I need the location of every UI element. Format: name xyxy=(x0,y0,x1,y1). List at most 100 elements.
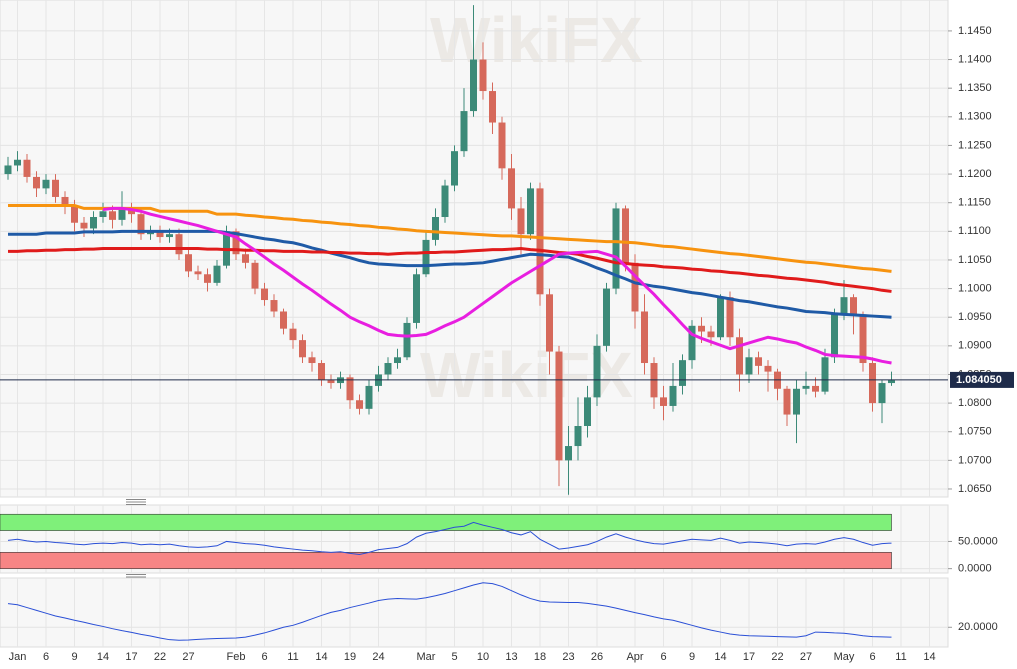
candle-body xyxy=(831,314,838,358)
candle-body xyxy=(888,380,895,384)
candle-body xyxy=(80,222,88,229)
watermark: WikiFX xyxy=(430,4,643,76)
candle-body xyxy=(261,288,268,301)
candle-body xyxy=(194,271,202,275)
y-tick-label: 1.1250 xyxy=(958,139,992,151)
y-tick-label: 1.0700 xyxy=(958,454,992,466)
candle-body xyxy=(33,176,40,189)
candle-body xyxy=(185,254,192,272)
candle-body xyxy=(394,357,401,364)
x-tick-label: 23 xyxy=(562,651,574,663)
y-tick-label: 1.1050 xyxy=(958,254,992,266)
indicator-line xyxy=(8,229,892,319)
candle-body xyxy=(717,297,724,338)
x-tick-label: 11 xyxy=(287,651,298,663)
candle-body xyxy=(536,188,544,295)
candle-body xyxy=(128,208,135,215)
y-tick-label: 50.0000 xyxy=(958,535,998,547)
candle-body xyxy=(840,297,848,315)
candle-body xyxy=(736,337,743,375)
y-tick-label: 1.1150 xyxy=(958,197,991,209)
candle-body xyxy=(859,314,867,364)
candle-body xyxy=(479,59,487,92)
candle-body xyxy=(574,426,582,447)
y-tick-label: 1.1000 xyxy=(958,282,992,294)
y-tick-label: 1.0900 xyxy=(958,340,992,352)
resize-handle[interactable] xyxy=(126,499,146,505)
candle-body xyxy=(850,297,857,315)
x-tick-label: 17 xyxy=(743,651,755,663)
candle-body xyxy=(812,385,819,392)
y-tick-label: 0.0000 xyxy=(958,563,992,575)
candle-body xyxy=(175,234,183,255)
last-price-label: 1.084050 xyxy=(956,374,1002,386)
y-tick-label: 1.1400 xyxy=(958,53,992,65)
resize-handle[interactable] xyxy=(126,574,146,578)
x-tick-label: 14 xyxy=(315,651,327,663)
indicator-line xyxy=(102,206,892,365)
candle-body xyxy=(869,363,876,404)
x-tick-label: 19 xyxy=(344,651,356,663)
candle-body xyxy=(23,159,31,177)
candle-body xyxy=(451,151,458,186)
candle-body xyxy=(137,214,145,235)
x-tick-label: 9 xyxy=(689,651,695,663)
candle-body xyxy=(61,196,69,206)
x-tick-label: 14 xyxy=(923,651,935,663)
candle-body xyxy=(204,274,211,283)
x-tick-label: 13 xyxy=(505,651,517,663)
candle-body xyxy=(698,325,705,332)
y-tick-label: 1.0950 xyxy=(958,311,992,323)
x-tick-label: Mar xyxy=(417,651,436,663)
x-tick-label: 17 xyxy=(125,651,137,663)
candle-body xyxy=(365,385,373,409)
indicator-line xyxy=(8,204,892,273)
x-tick-label: Apr xyxy=(626,651,643,663)
y-tick-label: 1.0650 xyxy=(958,483,992,495)
candle-body xyxy=(289,328,297,341)
x-tick-label: 5 xyxy=(451,651,457,663)
candle-body xyxy=(508,168,515,209)
last-price-box xyxy=(950,371,1014,388)
candle-body xyxy=(489,91,496,123)
candle-body xyxy=(622,208,629,263)
candle-body xyxy=(498,122,506,169)
candle-body xyxy=(546,294,553,352)
candle-body xyxy=(422,239,430,275)
candle-body xyxy=(90,217,97,229)
panel-handles[interactable] xyxy=(126,499,146,578)
indicator-line xyxy=(7,582,892,641)
candle-body xyxy=(299,340,306,358)
x-tick-label: 22 xyxy=(771,651,783,663)
candle-body xyxy=(4,165,12,175)
candle-body xyxy=(555,351,563,461)
candle-body xyxy=(71,205,78,223)
candle-body xyxy=(118,208,126,220)
y-tick-label: 1.0800 xyxy=(958,397,992,409)
x-tick-label: 27 xyxy=(182,651,194,663)
candle-body xyxy=(745,357,753,375)
x-tick-label: 18 xyxy=(534,651,546,663)
candle-body xyxy=(318,363,325,381)
candle-body xyxy=(242,254,249,263)
candle-body xyxy=(793,388,800,415)
candle-body xyxy=(669,385,677,406)
x-tick-label: 14 xyxy=(97,651,109,663)
candle-body xyxy=(251,262,259,289)
indicator-line xyxy=(7,521,892,556)
x-tick-label: Jan xyxy=(9,651,27,663)
candle-body xyxy=(783,388,791,415)
level-band xyxy=(0,552,892,569)
candle-body xyxy=(641,311,648,364)
x-tick-label: 22 xyxy=(154,651,166,663)
candle-body xyxy=(726,297,734,338)
y-tick-label: 20.0000 xyxy=(958,621,998,633)
x-tick-label: 11 xyxy=(895,651,906,663)
x-tick-label: 27 xyxy=(800,651,812,663)
candle-body xyxy=(356,400,363,409)
candle-body xyxy=(612,208,620,289)
candle-body xyxy=(460,111,468,152)
candle-body xyxy=(109,211,116,220)
x-tick-label: 24 xyxy=(372,651,384,663)
